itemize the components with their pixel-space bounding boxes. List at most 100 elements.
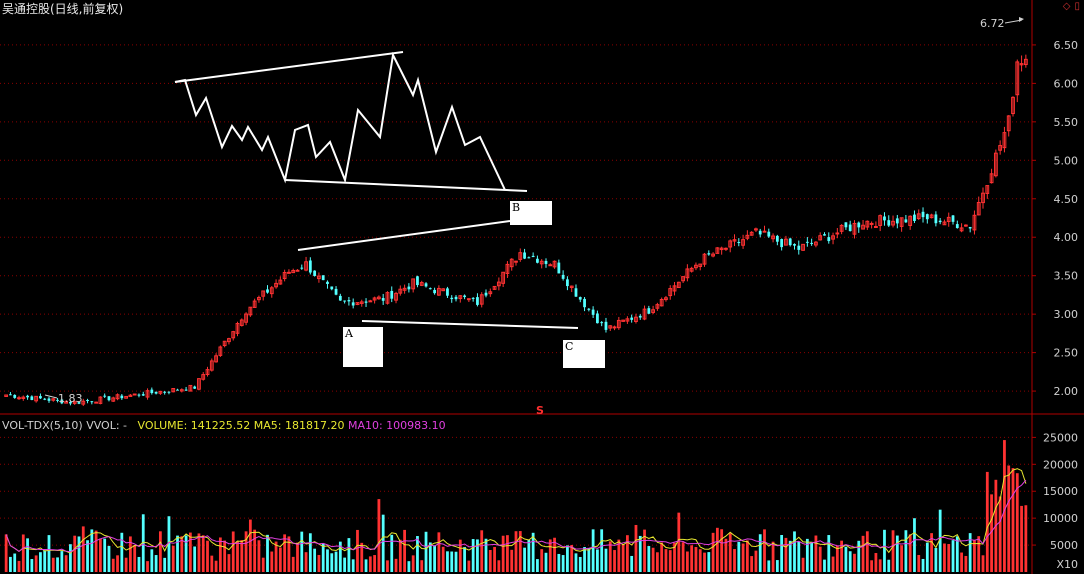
- high-arrow-head: [1019, 17, 1024, 22]
- volume-bar: [878, 559, 882, 572]
- lower-trend-line: [284, 179, 528, 192]
- candle-body-down: [600, 322, 604, 324]
- candle-body-up: [552, 260, 557, 268]
- volume-bar: [793, 531, 796, 572]
- price-tick-label: 2.00: [1054, 385, 1079, 398]
- candle-body-up: [466, 298, 471, 301]
- volume-bar: [446, 551, 449, 572]
- window-icon[interactable]: ▯: [1074, 1, 1080, 12]
- volume-bar: [476, 539, 479, 572]
- volume-bar: [458, 539, 462, 572]
- candle-body-down: [390, 290, 394, 299]
- candle-body-down: [433, 289, 436, 294]
- volume-bar: [450, 551, 454, 572]
- candle-body-up: [488, 291, 493, 295]
- candle-body-up: [878, 215, 883, 226]
- volume-bar: [943, 543, 946, 572]
- volume-bar: [938, 509, 942, 572]
- volume-bar: [163, 557, 167, 572]
- candle-body-up: [972, 214, 977, 231]
- volume-bar: [9, 556, 12, 572]
- volume-bar: [240, 540, 244, 572]
- volume-bar: [758, 534, 762, 572]
- volume-bar: [638, 535, 642, 572]
- candle-body-up: [698, 263, 703, 267]
- volume-tick-label: 20000: [1043, 458, 1078, 471]
- volume-bar: [403, 529, 406, 572]
- candle-body-down: [43, 398, 47, 400]
- candle-body-up: [612, 326, 617, 329]
- candle-body-up: [861, 224, 865, 230]
- volume-bar: [176, 535, 179, 572]
- volume-bar: [34, 555, 38, 572]
- candle-body-up: [732, 239, 737, 242]
- candle-body-up: [942, 221, 947, 226]
- volume-bar: [129, 536, 132, 572]
- candle-body-up: [244, 313, 248, 323]
- volume-bar: [77, 536, 81, 572]
- candle-body-down: [39, 396, 42, 399]
- candle-body-up: [359, 301, 364, 304]
- vol-indicator-name[interactable]: VOL-TDX(5,10): [2, 419, 83, 432]
- volume-bar: [998, 496, 1002, 572]
- candle-body-down: [596, 313, 599, 324]
- volume-bar: [600, 529, 604, 572]
- candle-body-down: [904, 219, 908, 223]
- candle-body-down: [454, 296, 458, 300]
- signal-marker-s: S: [536, 404, 544, 417]
- candle-body-up: [235, 323, 240, 334]
- volume-bar: [416, 536, 419, 572]
- candle-body-up: [762, 230, 767, 233]
- volume-bar: [724, 538, 728, 572]
- volume-bar: [690, 545, 694, 572]
- volume-tick-label: 15000: [1043, 485, 1078, 498]
- candle-body-down: [823, 234, 826, 236]
- volume-bar: [518, 531, 522, 572]
- candle-body-up: [171, 387, 176, 393]
- candle-body-up: [394, 292, 398, 301]
- volume-bar: [544, 552, 548, 572]
- volume-bar: [506, 535, 509, 572]
- candle-body-down: [90, 401, 94, 403]
- volume-bar: [69, 544, 72, 572]
- candle-body-up: [1011, 96, 1015, 115]
- candle-body-up: [377, 296, 381, 300]
- volume-bar: [913, 518, 916, 572]
- candle-body-up: [257, 297, 261, 301]
- diamond-icon[interactable]: ◇: [1062, 1, 1071, 12]
- volume-bar: [698, 549, 702, 572]
- pattern-label-a: A: [343, 327, 383, 367]
- volume-bar: [745, 540, 749, 572]
- volume-bar: [480, 530, 484, 572]
- candle-body-down: [326, 281, 329, 284]
- volume-bar: [373, 555, 377, 572]
- candle-body-down: [150, 389, 154, 394]
- candle-body-up: [959, 227, 964, 232]
- candle-body-down: [848, 224, 852, 232]
- candle-body-up: [291, 270, 296, 274]
- volume-bar: [587, 548, 591, 572]
- candle-body-down: [154, 391, 158, 394]
- candle-body-up: [98, 396, 103, 404]
- candle-body-up: [252, 300, 257, 308]
- volume-bar: [895, 535, 899, 572]
- volume-bar: [788, 540, 792, 572]
- volume-bar: [257, 540, 261, 572]
- volume-bar: [1011, 468, 1015, 572]
- volume-bar: [90, 529, 94, 572]
- volume-bar: [750, 556, 754, 572]
- volume-bar: [977, 536, 981, 572]
- candle-body-up: [651, 309, 655, 313]
- volume-unit-label: X10: [1056, 558, 1078, 571]
- volume-bar: [973, 539, 976, 572]
- candle-body-up: [814, 241, 818, 246]
- volume-bar: [188, 532, 192, 572]
- candle-body-down: [450, 297, 454, 300]
- volume-bar: [591, 529, 595, 572]
- low-price-label: 1.83: [58, 392, 83, 405]
- volume-bar: [578, 556, 582, 572]
- volume-bar: [540, 549, 544, 572]
- candle-body-down: [193, 386, 197, 389]
- candle-body-up: [492, 285, 497, 290]
